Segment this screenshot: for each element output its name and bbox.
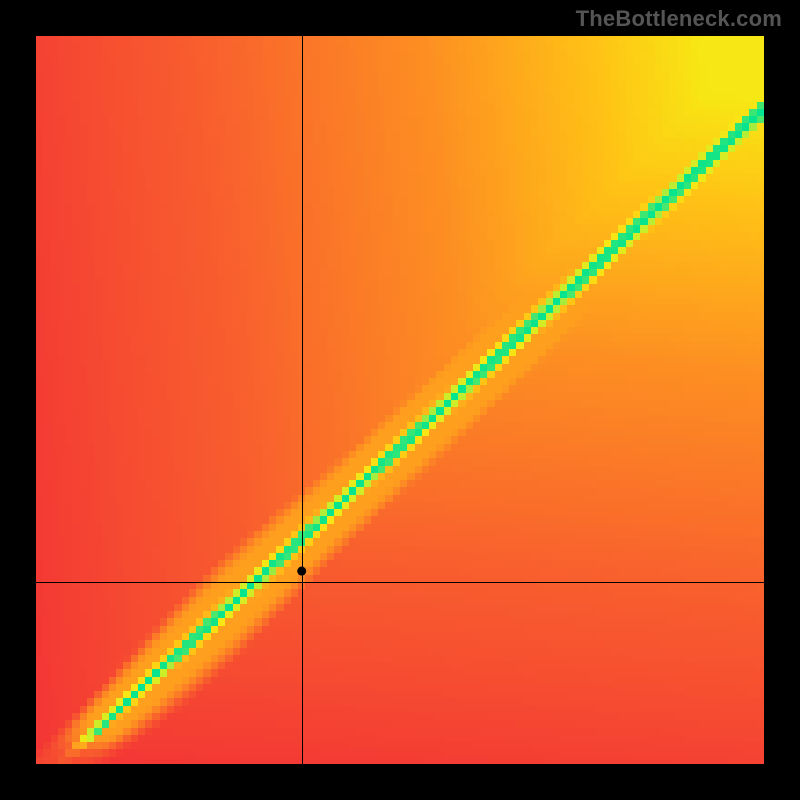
bottleneck-heatmap — [36, 36, 764, 764]
watermark-text: TheBottleneck.com — [576, 6, 782, 32]
chart-container: TheBottleneck.com — [0, 0, 800, 800]
